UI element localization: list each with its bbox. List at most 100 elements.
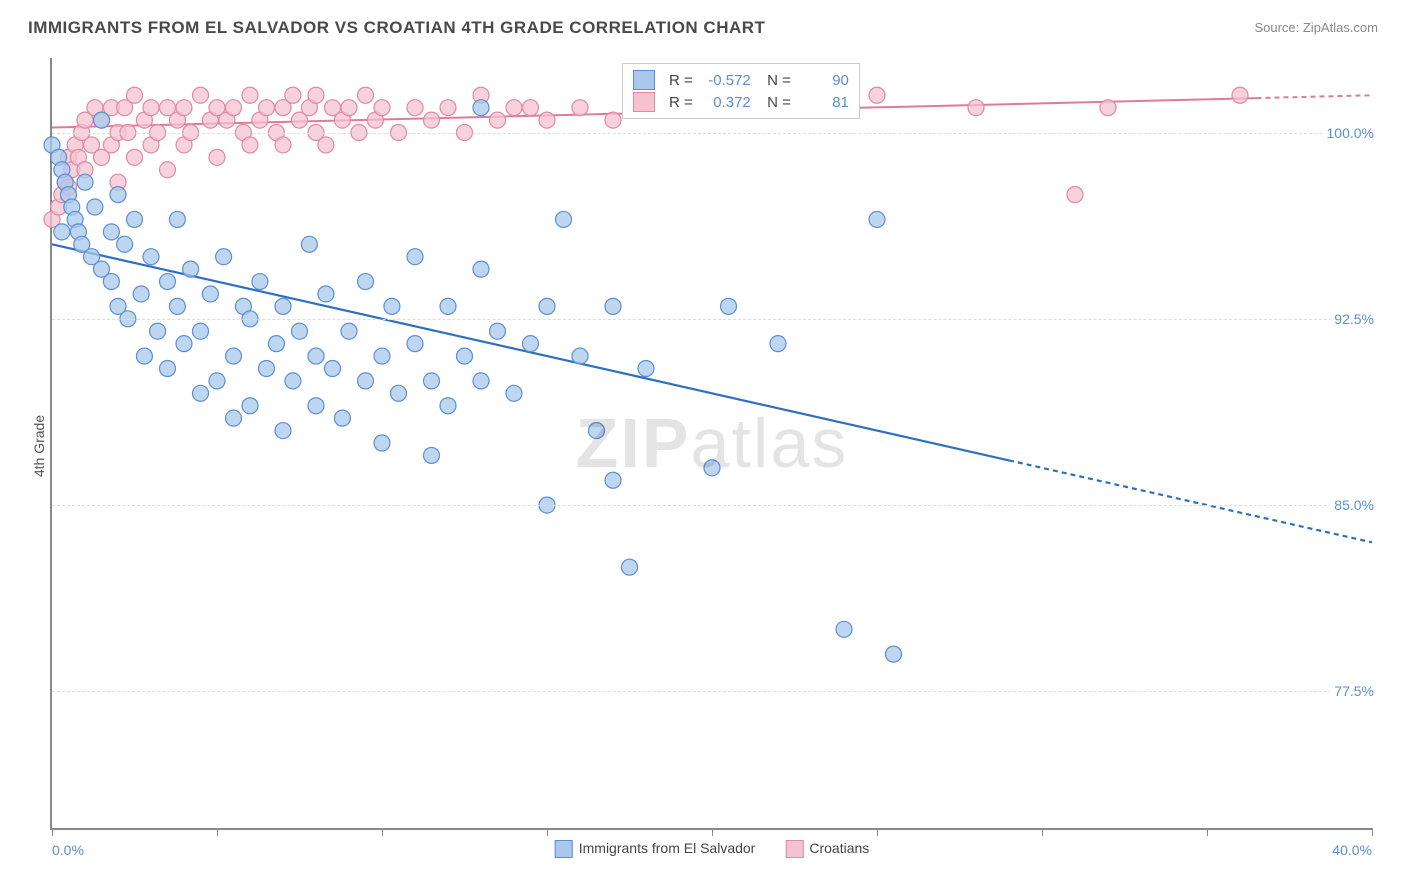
data-point	[325, 360, 341, 376]
data-point	[202, 286, 218, 302]
data-point	[424, 373, 440, 389]
x-tick	[547, 828, 548, 836]
data-point	[127, 87, 143, 103]
data-point	[605, 472, 621, 488]
legend-r-value-blue: -0.572	[701, 72, 751, 89]
data-point	[539, 112, 555, 128]
data-point	[275, 137, 291, 153]
series-legend: Immigrants from El Salvador Croatians	[555, 840, 870, 858]
data-point	[259, 100, 275, 116]
data-point	[407, 336, 423, 352]
source-credit: Source: ZipAtlas.com	[1254, 20, 1378, 35]
data-point	[638, 360, 654, 376]
data-point	[473, 373, 489, 389]
x-tick	[217, 828, 218, 836]
data-point	[523, 336, 539, 352]
legend-label-pink: Croatians	[809, 840, 869, 856]
data-point	[127, 149, 143, 165]
data-point	[968, 100, 984, 116]
source-label: Source:	[1254, 20, 1302, 35]
data-point	[169, 298, 185, 314]
data-point	[358, 87, 374, 103]
data-point	[341, 100, 357, 116]
chart-title: IMMIGRANTS FROM EL SALVADOR VS CROATIAN …	[28, 18, 765, 38]
legend-r-label: R =	[669, 72, 693, 89]
legend-n-label: N =	[759, 94, 791, 111]
data-point	[523, 100, 539, 116]
data-point	[605, 298, 621, 314]
data-point	[285, 373, 301, 389]
plot-area: R = -0.572 N = 90 R = 0.372 N = 81 ZIPat…	[50, 58, 1372, 830]
data-point	[572, 100, 588, 116]
data-point	[160, 162, 176, 178]
x-tick-label: 40.0%	[1332, 842, 1372, 858]
data-point	[292, 323, 308, 339]
data-point	[143, 100, 159, 116]
legend-item-pink: Croatians	[785, 840, 869, 858]
gridline	[52, 133, 1372, 134]
y-tick-label: 100.0%	[1323, 125, 1378, 141]
chart-svg	[52, 58, 1372, 828]
data-point	[457, 348, 473, 364]
data-point	[226, 100, 242, 116]
data-point	[424, 112, 440, 128]
data-point	[176, 100, 192, 116]
data-point	[490, 323, 506, 339]
data-point	[1100, 100, 1116, 116]
data-point	[440, 398, 456, 414]
source-link[interactable]: ZipAtlas.com	[1303, 20, 1378, 35]
data-point	[308, 398, 324, 414]
legend-row-blue: R = -0.572 N = 90	[633, 70, 849, 90]
legend-row-pink: R = 0.372 N = 81	[633, 92, 849, 112]
data-point	[259, 360, 275, 376]
data-point	[193, 87, 209, 103]
data-point	[117, 236, 133, 252]
data-point	[836, 621, 852, 637]
data-point	[242, 398, 258, 414]
x-tick	[52, 828, 53, 836]
data-point	[506, 100, 522, 116]
data-point	[506, 385, 522, 401]
data-point	[54, 224, 70, 240]
data-point	[103, 224, 119, 240]
data-point	[183, 261, 199, 277]
data-point	[103, 274, 119, 290]
data-point	[242, 137, 258, 153]
y-tick-label: 77.5%	[1330, 683, 1378, 699]
data-point	[572, 348, 588, 364]
data-point	[384, 298, 400, 314]
legend-n-value-blue: 90	[799, 72, 849, 89]
data-point	[160, 274, 176, 290]
trend-line	[52, 244, 1009, 460]
data-point	[318, 137, 334, 153]
x-tick	[382, 828, 383, 836]
data-point	[589, 423, 605, 439]
data-point	[622, 559, 638, 575]
data-point	[150, 323, 166, 339]
data-point	[136, 348, 152, 364]
y-axis-label: 4th Grade	[31, 415, 47, 477]
data-point	[869, 211, 885, 227]
data-point	[226, 348, 242, 364]
data-point	[193, 385, 209, 401]
legend-n-value-pink: 81	[799, 94, 849, 111]
x-tick	[877, 828, 878, 836]
legend-item-blue: Immigrants from El Salvador	[555, 840, 756, 858]
legend-swatch-pink	[633, 92, 655, 112]
data-point	[358, 274, 374, 290]
data-point	[473, 261, 489, 277]
x-tick	[712, 828, 713, 836]
data-point	[216, 249, 232, 265]
legend-swatch-pink-icon	[785, 840, 803, 858]
data-point	[374, 435, 390, 451]
legend-r-value-pink: 0.372	[701, 94, 751, 111]
data-point	[226, 410, 242, 426]
data-point	[374, 100, 390, 116]
data-point	[704, 460, 720, 476]
data-point	[252, 274, 268, 290]
x-tick-label: 0.0%	[52, 842, 84, 858]
data-point	[473, 100, 489, 116]
data-point	[1232, 87, 1248, 103]
correlation-legend-box: R = -0.572 N = 90 R = 0.372 N = 81	[622, 63, 860, 119]
data-point	[886, 646, 902, 662]
